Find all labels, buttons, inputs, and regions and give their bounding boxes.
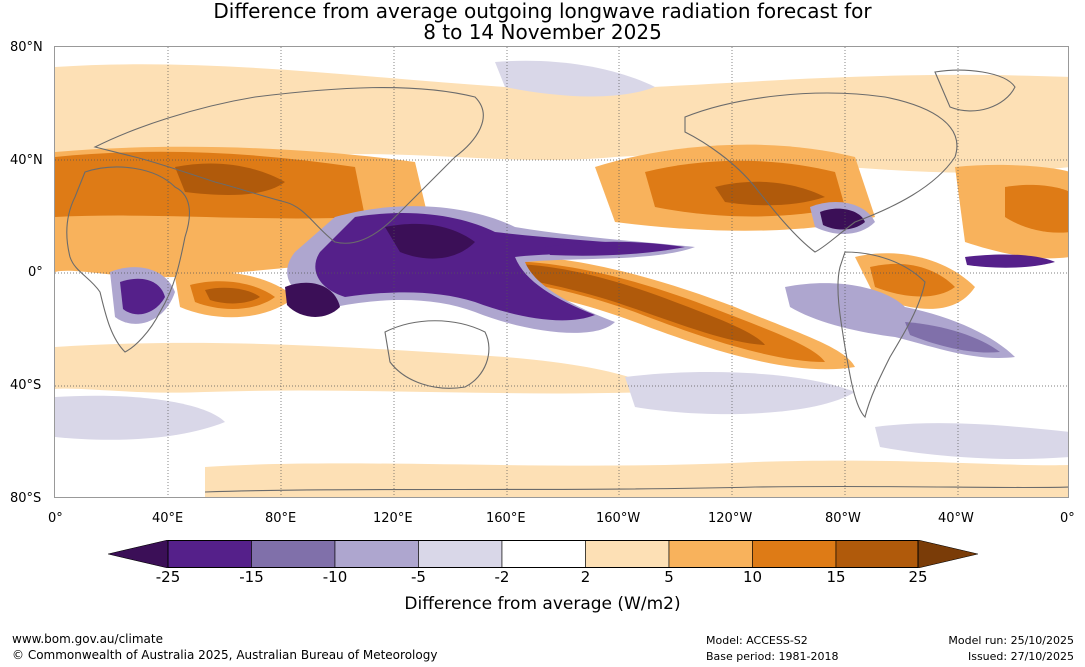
coastlines xyxy=(66,69,1068,493)
lon-label-80w: 80°W xyxy=(825,511,861,526)
legend-tick-label: 10 xyxy=(742,568,763,586)
color-bar-outline xyxy=(167,540,919,568)
map-title-line-1: Difference from average outgoing longwav… xyxy=(213,0,872,23)
legend-tick-label: -15 xyxy=(239,568,264,586)
anomaly-region xyxy=(495,60,655,97)
lat-label-equator: 0° xyxy=(28,265,43,280)
color-bar-segment xyxy=(334,540,419,568)
coastline-greenland xyxy=(934,69,1016,112)
anomaly-region xyxy=(625,372,855,415)
color-bar-segment xyxy=(501,540,586,568)
map-canvas xyxy=(55,47,1068,497)
lat-label-80n: 80°N xyxy=(10,40,43,55)
lon-label-120w: 120°W xyxy=(708,511,753,526)
graticule xyxy=(55,47,1068,497)
anomaly-region xyxy=(875,423,1068,459)
legend-tick-label: 5 xyxy=(664,568,674,586)
anomaly-region xyxy=(870,263,955,297)
anomaly-region xyxy=(715,181,825,206)
color-bar-segment xyxy=(835,540,919,568)
copyright-text: © Commonwealth of Australia 2025, Austra… xyxy=(12,648,438,662)
map-title-line-2: 8 to 14 November 2025 xyxy=(423,20,662,44)
anomaly-region xyxy=(285,282,340,317)
anomaly-region xyxy=(55,342,655,394)
model-run-date: Model run: 25/10/2025 xyxy=(948,634,1074,647)
color-bar xyxy=(108,540,978,568)
lon-label-0-east: 0° xyxy=(1060,511,1075,526)
coastline-antarctica xyxy=(204,485,1068,493)
coastline-australia xyxy=(384,320,490,389)
anomaly-region xyxy=(205,287,260,304)
color-bar-segment xyxy=(167,540,252,568)
anomaly-region xyxy=(205,460,1068,497)
lon-label-40e: 40°E xyxy=(152,511,184,526)
base-period: Base period: 1981-2018 xyxy=(706,650,839,663)
coastline-south-america xyxy=(837,251,926,419)
coastline-north-america xyxy=(684,92,958,253)
color-bar-segment xyxy=(251,540,336,568)
anomaly-region xyxy=(175,163,285,195)
model-name: Model: ACCESS-S2 xyxy=(706,634,808,647)
lon-label-120e: 120°E xyxy=(373,511,413,526)
anomaly-region xyxy=(485,263,765,345)
olr-anomaly-map xyxy=(54,46,1069,498)
color-bar-segment xyxy=(418,540,503,568)
lon-label-160e: 160°E xyxy=(486,511,526,526)
color-bar-segment xyxy=(668,540,753,568)
anomaly-region xyxy=(905,322,1000,353)
legend-tick-label: -10 xyxy=(322,568,348,586)
anomaly-region xyxy=(55,395,225,440)
anomaly-region xyxy=(965,254,1055,268)
anomaly-region xyxy=(820,208,865,230)
lon-label-80e: 80°E xyxy=(265,511,297,526)
lon-label-40w: 40°W xyxy=(938,511,974,526)
legend-tick-label: 2 xyxy=(580,568,591,586)
color-bar-segment xyxy=(752,540,837,568)
anomaly-region xyxy=(120,278,165,315)
anomaly-region xyxy=(545,241,685,256)
legend-tick-label: -2 xyxy=(494,568,510,586)
lat-label-80s: 80°S xyxy=(10,491,42,506)
website-link[interactable]: www.bom.gov.au/climate xyxy=(12,632,163,646)
anomaly-region xyxy=(1005,184,1068,233)
anomaly-region xyxy=(385,223,475,259)
legend-title: Difference from average (W/m2) xyxy=(404,594,681,614)
coastline-africa xyxy=(66,166,190,353)
lon-label-0: 0° xyxy=(48,511,63,526)
lon-label-160w: 160°W xyxy=(596,511,641,526)
legend-tick-label: -5 xyxy=(411,568,426,586)
lat-label-40n: 40°N xyxy=(10,153,43,168)
legend-tick-label: 15 xyxy=(826,568,846,586)
color-bar-arrow-high xyxy=(917,540,978,568)
issued-date: Issued: 27/10/2025 xyxy=(967,650,1074,663)
legend-tick-label: -25 xyxy=(155,568,181,586)
coastline-eurasia xyxy=(93,86,484,244)
lat-label-40s: 40°S xyxy=(10,378,42,393)
color-bar-arrow-low xyxy=(108,540,169,568)
legend-tick-label: 25 xyxy=(908,568,928,586)
color-bar-segment xyxy=(585,540,670,568)
